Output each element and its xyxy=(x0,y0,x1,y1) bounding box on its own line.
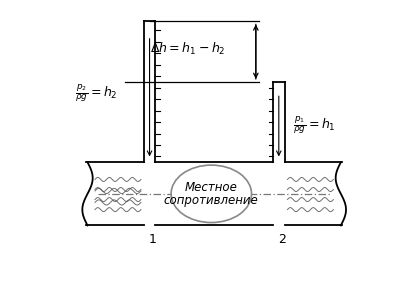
Ellipse shape xyxy=(171,165,251,222)
Text: Местное: Местное xyxy=(185,181,237,194)
Text: 1: 1 xyxy=(148,233,156,246)
Text: $\frac{p_1}{\rho g} = h_1$: $\frac{p_1}{\rho g} = h_1$ xyxy=(292,114,335,136)
Text: сопротивление: сопротивление xyxy=(164,194,258,207)
Text: 2: 2 xyxy=(277,233,285,246)
Text: $\Delta h = h_1 - h_2$: $\Delta h = h_1 - h_2$ xyxy=(149,41,225,57)
Text: $\frac{p_2}{\rho g} = h_2$: $\frac{p_2}{\rho g} = h_2$ xyxy=(75,82,117,104)
